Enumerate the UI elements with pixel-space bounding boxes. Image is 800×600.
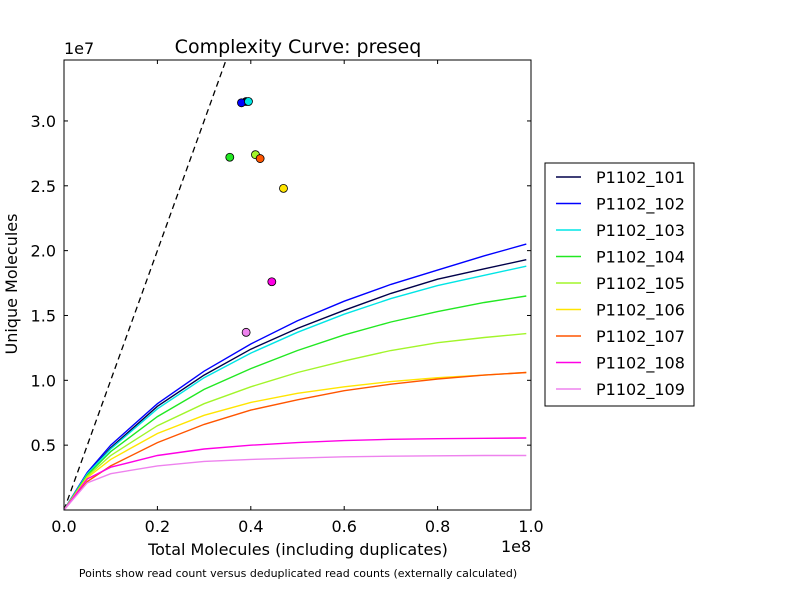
legend-label-P1102_104: P1102_104 [596, 248, 685, 268]
series-line-P1102_101 [64, 259, 527, 510]
legend-label-P1102_101: P1102_101 [596, 168, 685, 188]
series-point-P1102_103 [244, 97, 253, 106]
legend: P1102_101 P1102_102 P1102_103 P1102_104 P110… [544, 162, 695, 407]
series-line-P1102_103 [64, 265, 527, 510]
series-line-P1102_104 [64, 295, 527, 510]
y-exponent-label: 1e7 [64, 39, 94, 58]
x-tick-label: 1.0 [518, 517, 543, 536]
axis-ticks: 0.0 0.2 0.4 0.6 0.8 1.0 0.5 1.0 1.5 2.0 2.5 3.0 [31, 60, 544, 536]
legend-label-P1102_102: P1102_102 [596, 195, 685, 215]
y-tick-label: 1.5 [31, 306, 56, 325]
y-tick-label: 2.5 [31, 177, 56, 196]
series-line-P1102_102 [64, 243, 527, 510]
series-point-P1102_104 [225, 152, 235, 162]
chart-title: Complexity Curve: preseq [175, 36, 422, 58]
plot-frame [63, 59, 532, 511]
y-tick-label: 2.0 [31, 242, 56, 261]
x-tick-label: 0.8 [425, 517, 450, 536]
legend-label-P1102_106: P1102_106 [596, 301, 685, 321]
y-axis-label: Unique Molecules [2, 214, 21, 355]
y-tick-label: 0.5 [31, 436, 56, 455]
legend-label-P1102_105: P1102_105 [596, 274, 685, 294]
x-tick-label: 0.2 [145, 517, 170, 536]
y-tick-label: 3.0 [31, 112, 56, 131]
series-line-P1102_105 [64, 332, 527, 510]
series-line-P1102_106 [64, 371, 527, 510]
legend-label-P1102_103: P1102_103 [596, 221, 685, 241]
series-point-P1102_107 [255, 154, 265, 163]
x-tick-label: 0.6 [331, 517, 356, 536]
x-exponent-label: 1e8 [501, 537, 531, 556]
series-point-P1102_102 [237, 98, 246, 108]
legend-label-P1102_107: P1102_107 [596, 327, 685, 347]
plot-area [64, 60, 527, 510]
x-axis-label: Total Molecules (including duplicates) [147, 540, 448, 559]
legend-label-P1102_109: P1102_109 [596, 380, 685, 400]
series-point-P1102_109 [241, 327, 251, 337]
y-tick-label: 1.0 [31, 371, 56, 390]
series-point-P1102_108 [267, 277, 277, 287]
legend-entries: P1102_101 P1102_102 P1102_103 P1102_104 P110… [556, 168, 685, 400]
reference-dashed-line [64, 60, 227, 510]
series-line-P1102_108 [64, 437, 527, 510]
footnote: Points show read count versus deduplicat… [79, 567, 517, 580]
legend-label-P1102_108: P1102_108 [596, 354, 685, 374]
series-line-P1102_109 [64, 454, 527, 510]
x-tick-label: 0.4 [238, 517, 263, 536]
x-tick-label: 0.0 [51, 517, 76, 536]
series-point-P1102_106 [279, 183, 288, 193]
